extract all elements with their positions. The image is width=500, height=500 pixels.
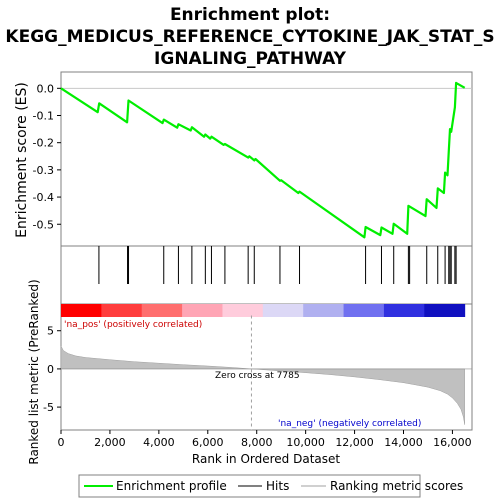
es-y-axis: 0.0 -0.1 -0.2 -0.3 -0.4 -0.5 (33, 82, 61, 231)
heatmap-segment (262, 304, 304, 317)
heatmap-segment (303, 304, 345, 317)
es-y-axis-label: Enrichment score (ES) (14, 82, 30, 238)
x-axis-label: Rank in Ordered Dataset (192, 452, 340, 466)
x-tick-label: 2,000 (94, 436, 126, 449)
metric-y-axis-label: Ranked list metric (PreRanked) (27, 279, 41, 464)
heatmap-segment (61, 304, 102, 317)
metric-y-axis: 5 0 -5 (43, 325, 61, 414)
chart-title-line-2: KEGG_MEDICUS_REFERENCE_CYTOKINE_JAK_STAT… (5, 27, 494, 47)
ranking-heatmap-bar (61, 304, 466, 317)
heatmap-segment (182, 304, 223, 317)
chart-title-line-3: IGNALING_PATHWAY (154, 49, 347, 69)
x-tick-label: 8,000 (241, 436, 273, 449)
x-tick-label: 6,000 (192, 436, 224, 449)
heatmap-segment (424, 304, 466, 317)
es-y-tick-label: 0.0 (37, 82, 55, 95)
metric-fill-area (60, 345, 465, 425)
heatmap-segment (343, 304, 385, 317)
x-tick-label: 0 (58, 436, 65, 449)
x-tick-label: 10,000 (286, 436, 325, 449)
ranking-metric-area (60, 315, 472, 430)
es-panel-frame (60, 71, 473, 247)
x-tick-label: 14,000 (384, 436, 423, 449)
neg-correlated-label: 'na_neg' (negatively correlated) (278, 419, 421, 429)
heatmap-segment (101, 304, 143, 317)
chart-title-line-1: Enrichment plot: (170, 5, 330, 25)
legend-hits-label: Hits (266, 479, 289, 493)
es-y-tick-label: -0.2 (33, 137, 54, 150)
heatmap-segment (222, 304, 264, 317)
pos-correlated-label: 'na_pos' (positively correlated) (64, 320, 202, 330)
zero-cross-label: Zero cross at 7785 (215, 371, 300, 381)
x-axis: 0 2,000 4,000 6,000 8,000 10,000 12,000 14,000 1… (58, 430, 472, 449)
hit-marks (98, 246, 457, 284)
es-y-tick-label: -0.4 (33, 191, 54, 204)
es-y-tick-label: -0.3 (33, 164, 54, 177)
es-y-tick-label: -0.1 (33, 110, 54, 123)
enrichment-profile-line (60, 81, 466, 239)
metric-y-tick-label: -5 (43, 401, 54, 414)
x-tick-label: 4,000 (143, 436, 175, 449)
metric-y-tick-label: 5 (47, 325, 54, 338)
hits-panel-frame (60, 245, 473, 305)
metric-y-tick-label: 0 (47, 363, 54, 376)
heatmap-segment (383, 304, 425, 317)
x-tick-label: 16,000 (433, 436, 472, 449)
heatmap-segment (141, 304, 183, 317)
legend-metric-label: Ranking metric scores (330, 479, 463, 493)
x-tick-label: 12,000 (335, 436, 374, 449)
es-y-tick-label: -0.5 (33, 218, 54, 231)
legend-profile-label: Enrichment profile (116, 479, 227, 493)
enrichment-profile-path (60, 81, 466, 239)
